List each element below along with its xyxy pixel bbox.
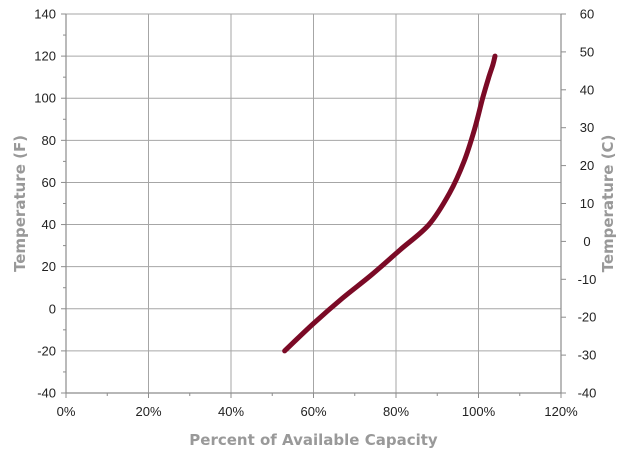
y-tick-label-right: -10 bbox=[578, 272, 597, 287]
y-tick-label-left: 0 bbox=[49, 301, 56, 316]
y-tick-label-left: 140 bbox=[34, 7, 56, 22]
x-tick-label: 0% bbox=[57, 404, 76, 419]
tick-labels: 0% 20% 40% 60% 80% 100% 120%-40-20020406080100… bbox=[34, 7, 596, 420]
y-tick-label-right: -40 bbox=[578, 386, 597, 401]
series-layer bbox=[282, 53, 498, 354]
series-line-0 bbox=[282, 53, 498, 354]
x-tick-label: 80% bbox=[383, 404, 409, 419]
y-tick-label-right: -20 bbox=[578, 310, 597, 325]
axes bbox=[61, 13, 566, 398]
x-tick-label: 60% bbox=[300, 404, 326, 419]
y-axis-title-right: Temperature (C) bbox=[599, 135, 617, 273]
y-tick-label-left: 120 bbox=[34, 49, 56, 64]
x-tick-label: 100% bbox=[462, 404, 496, 419]
y-tick-label-right: 10 bbox=[580, 196, 594, 211]
y-axis-title-left: Temperature (F) bbox=[11, 135, 29, 272]
y-tick-label-right: 40 bbox=[580, 82, 594, 97]
y-tick-label-right: -30 bbox=[578, 348, 597, 363]
y-tick-label-left: 40 bbox=[42, 217, 56, 232]
y-tick-label-left: 80 bbox=[42, 133, 56, 148]
y-tick-label-left: 60 bbox=[42, 175, 56, 190]
y-tick-label-right: 30 bbox=[580, 120, 594, 135]
x-tick-label: 20% bbox=[135, 404, 161, 419]
y-tick-label-left: -40 bbox=[37, 386, 56, 401]
x-tick-label: 120% bbox=[544, 404, 578, 419]
x-tick-label: 40% bbox=[218, 404, 244, 419]
y-tick-label-right: 0 bbox=[583, 234, 590, 249]
grid bbox=[66, 13, 561, 393]
y-tick-label-right: 20 bbox=[580, 158, 594, 173]
y-tick-label-left: -20 bbox=[37, 343, 56, 358]
y-tick-label-left: 100 bbox=[34, 91, 56, 106]
x-axis-title: Percent of Available Capacity bbox=[189, 431, 438, 449]
y-tick-label-right: 60 bbox=[580, 7, 594, 22]
y-tick-label-right: 50 bbox=[580, 44, 594, 59]
y-tick-label-left: 20 bbox=[42, 259, 56, 274]
